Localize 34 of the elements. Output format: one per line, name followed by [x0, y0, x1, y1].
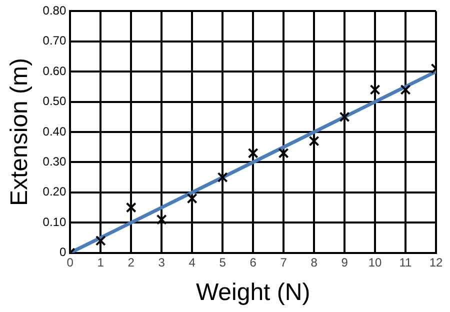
- x-tick-label: 4: [188, 255, 196, 270]
- point: [308, 136, 320, 146]
- y-axis-title: Extension (m): [6, 58, 34, 206]
- point: [248, 148, 258, 158]
- point: [186, 193, 198, 204]
- y-tick-label: 0.60: [42, 64, 66, 78]
- x-tick-label: 12: [429, 255, 443, 270]
- x-axis-title: Weight (N): [196, 279, 310, 306]
- x-tick-label: 8: [310, 255, 318, 270]
- y-tick-label: 0.70: [42, 34, 66, 48]
- y-tick-label: 0.80: [42, 4, 66, 18]
- x-tick-label: 3: [158, 255, 166, 270]
- y-tick-label: 0: [59, 245, 66, 260]
- y-tick-label: 0.50: [42, 94, 66, 108]
- point: [156, 214, 167, 225]
- y-tick-label: 0.30: [42, 154, 66, 169]
- x-tick-label: 2: [128, 255, 135, 270]
- point: [95, 235, 106, 246]
- x-tick-label: 10: [368, 255, 382, 270]
- x-tick-label: 11: [399, 255, 412, 270]
- point: [278, 148, 289, 158]
- x-tick-label: 6: [250, 255, 257, 270]
- x-tick-label: 9: [341, 255, 348, 270]
- point: [400, 84, 411, 95]
- x-tick-label: 1: [97, 255, 104, 270]
- point: [217, 172, 228, 183]
- x-tick-label: 5: [219, 255, 226, 270]
- y-tick-label: 0.40: [42, 124, 66, 138]
- y-tick-label: 0.20: [42, 184, 66, 199]
- x-tick-label: 7: [280, 255, 288, 270]
- point: [370, 84, 380, 95]
- point: [126, 202, 136, 213]
- point: [339, 112, 350, 122]
- y-tick-label: 0.10: [42, 214, 66, 229]
